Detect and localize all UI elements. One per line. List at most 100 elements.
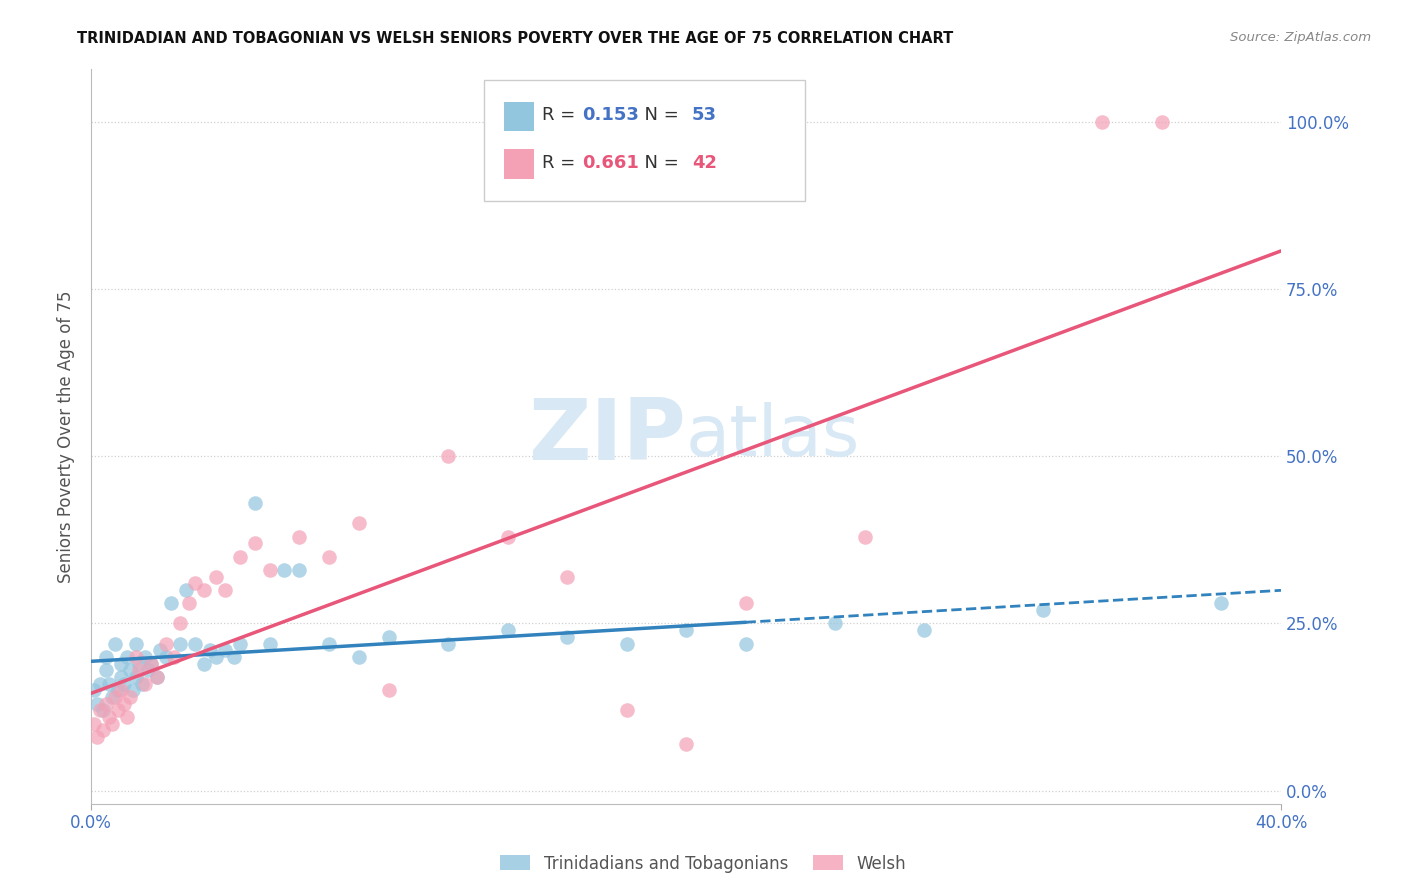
Point — [824, 616, 846, 631]
Point — [115, 649, 138, 664]
Point — [118, 690, 141, 704]
Point — [101, 690, 124, 704]
FancyBboxPatch shape — [503, 102, 534, 131]
Point — [273, 563, 295, 577]
Point — [318, 549, 340, 564]
Point — [148, 643, 170, 657]
Text: 0.661: 0.661 — [582, 153, 640, 171]
Point — [91, 703, 114, 717]
Point — [347, 649, 370, 664]
Point — [229, 549, 252, 564]
Point — [163, 649, 186, 664]
Text: 53: 53 — [692, 106, 717, 124]
Point — [89, 676, 111, 690]
Point — [139, 657, 162, 671]
Point — [155, 649, 177, 664]
Point — [377, 683, 399, 698]
Text: R =: R = — [543, 106, 581, 124]
Point — [259, 636, 281, 650]
Point — [214, 643, 236, 657]
Point — [145, 670, 167, 684]
Point — [110, 657, 132, 671]
Point — [437, 450, 460, 464]
Point — [134, 649, 156, 664]
Point — [101, 716, 124, 731]
Text: R =: R = — [543, 153, 581, 171]
Point — [112, 676, 135, 690]
Text: ZIP: ZIP — [529, 395, 686, 478]
Point — [912, 623, 935, 637]
Point — [121, 683, 143, 698]
Point — [139, 657, 162, 671]
Text: N =: N = — [633, 106, 683, 124]
Point — [259, 563, 281, 577]
Point — [125, 649, 148, 664]
Point — [83, 683, 105, 698]
Point — [107, 683, 129, 698]
FancyBboxPatch shape — [503, 150, 534, 178]
Point — [555, 569, 578, 583]
Point — [94, 649, 117, 664]
Point — [496, 530, 519, 544]
Point — [318, 636, 340, 650]
Point — [107, 703, 129, 717]
Point — [134, 676, 156, 690]
Point — [288, 530, 311, 544]
Text: TRINIDADIAN AND TOBAGONIAN VS WELSH SENIORS POVERTY OVER THE AGE OF 75 CORRELATI: TRINIDADIAN AND TOBAGONIAN VS WELSH SENI… — [77, 31, 953, 46]
Point — [734, 636, 756, 650]
Point — [347, 516, 370, 531]
Point — [110, 683, 132, 698]
Point — [288, 563, 311, 577]
Text: atlas: atlas — [686, 401, 860, 471]
Point — [193, 582, 215, 597]
Point — [616, 703, 638, 717]
Point — [125, 670, 148, 684]
Text: N =: N = — [633, 153, 683, 171]
Point — [176, 582, 198, 597]
Point — [86, 697, 108, 711]
Point — [125, 636, 148, 650]
Point — [243, 496, 266, 510]
Point — [853, 530, 876, 544]
Point — [198, 643, 221, 657]
Legend: Trinidadians and Tobagonians, Welsh: Trinidadians and Tobagonians, Welsh — [494, 848, 912, 880]
Point — [675, 737, 697, 751]
Point — [616, 636, 638, 650]
Point — [115, 710, 138, 724]
Point — [184, 636, 207, 650]
Point — [94, 663, 117, 677]
Point — [734, 596, 756, 610]
Point — [1211, 596, 1233, 610]
Point — [169, 636, 191, 650]
Point — [193, 657, 215, 671]
Text: Source: ZipAtlas.com: Source: ZipAtlas.com — [1230, 31, 1371, 45]
Point — [243, 536, 266, 550]
Point — [104, 636, 127, 650]
Point — [128, 657, 150, 671]
Point — [128, 663, 150, 677]
Point — [1091, 115, 1114, 129]
Point — [86, 730, 108, 744]
Point — [205, 569, 228, 583]
Point — [136, 663, 159, 677]
Point — [112, 697, 135, 711]
Point — [1150, 115, 1173, 129]
FancyBboxPatch shape — [484, 79, 806, 201]
Text: 0.153: 0.153 — [582, 106, 640, 124]
Point — [89, 703, 111, 717]
Point — [675, 623, 697, 637]
Point — [83, 716, 105, 731]
Text: 42: 42 — [692, 153, 717, 171]
Point — [555, 630, 578, 644]
Point — [214, 582, 236, 597]
Point — [118, 663, 141, 677]
Point — [98, 676, 121, 690]
Point — [91, 723, 114, 738]
Point — [131, 676, 153, 690]
Point — [94, 697, 117, 711]
Point — [496, 623, 519, 637]
Point — [229, 636, 252, 650]
Point — [222, 649, 245, 664]
Point — [179, 596, 201, 610]
Point — [169, 616, 191, 631]
